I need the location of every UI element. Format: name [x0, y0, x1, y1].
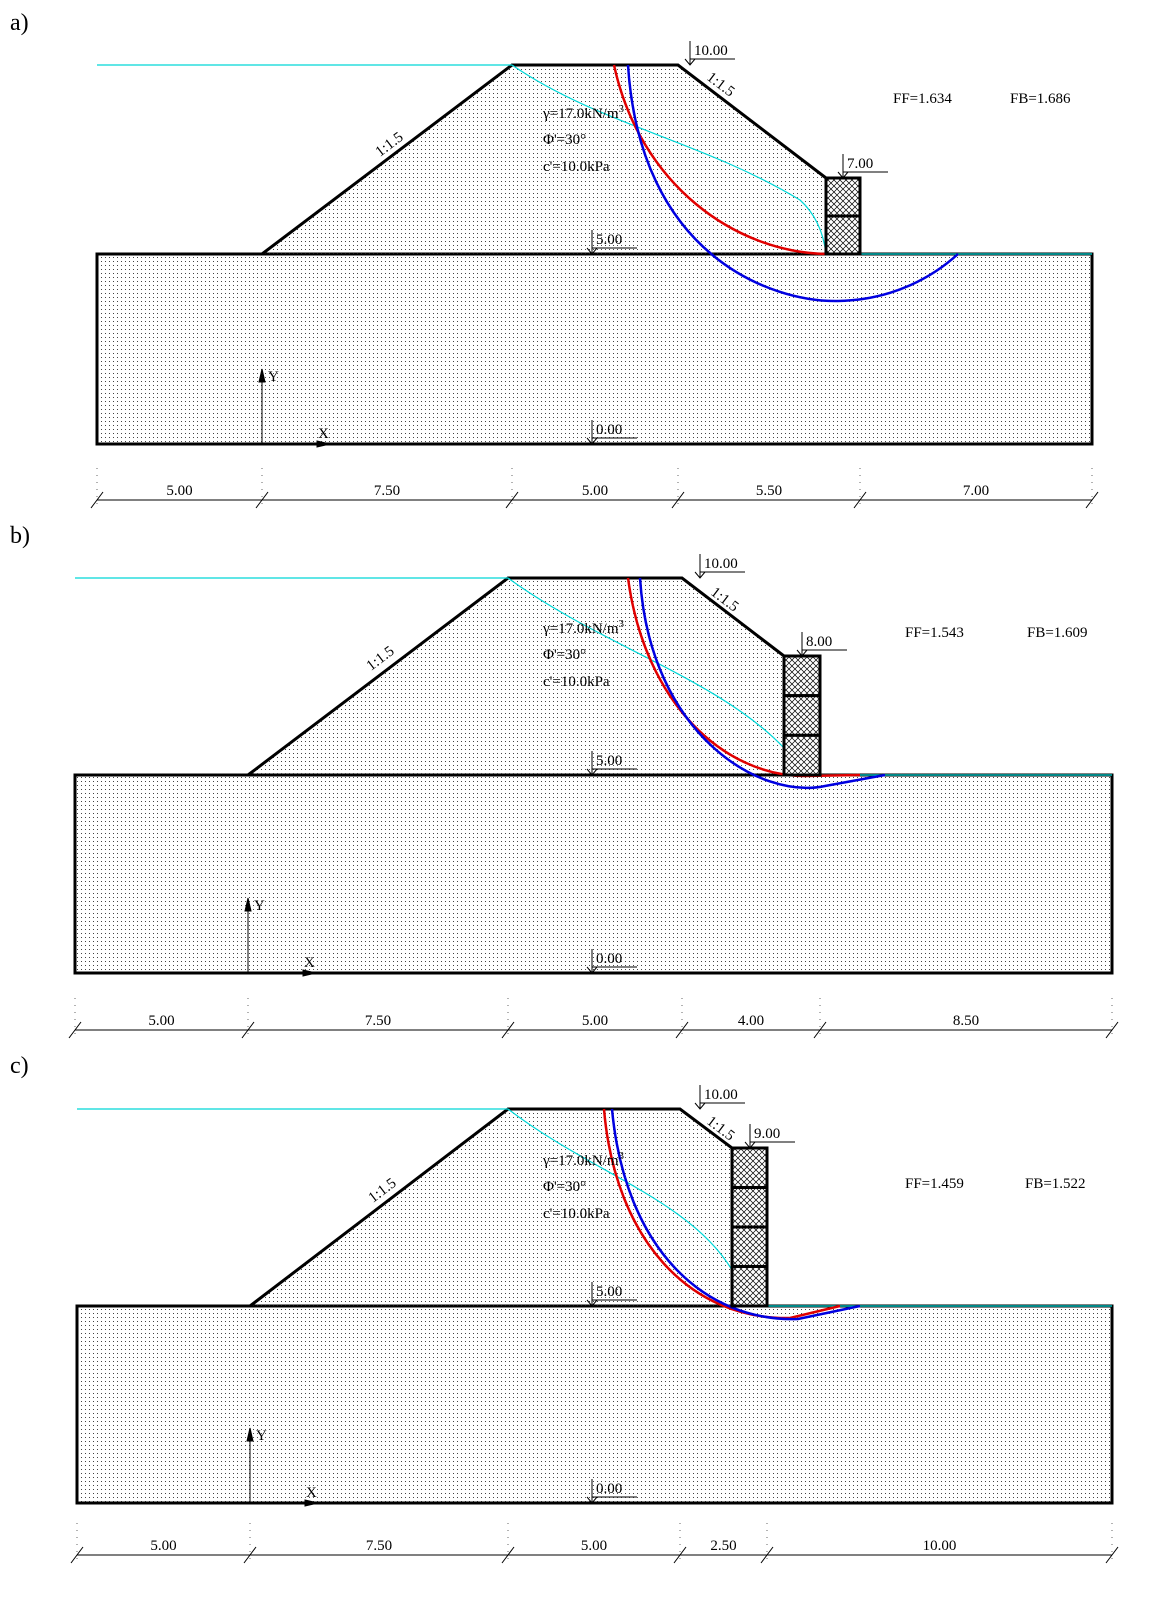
panel-label: b)	[10, 523, 30, 549]
dimension-label: 7.50	[374, 483, 400, 499]
dimension-label: 10.00	[923, 1538, 957, 1554]
gabion	[732, 1267, 767, 1307]
panel-label: a)	[10, 10, 29, 36]
elevation-label: 10.00	[704, 1087, 738, 1103]
dimension-label: 5.00	[581, 1538, 607, 1554]
axis-x-label: X	[318, 426, 329, 442]
panel: a)10.007.005.000.001:1.51:1.5γ=17.0kN/m3…	[10, 10, 1098, 510]
dimension-label: 5.00	[166, 483, 192, 499]
elevation-label: 9.00	[754, 1126, 780, 1142]
fb-label: FB=1.609	[1027, 625, 1088, 641]
dimension-label: 5.00	[150, 1538, 176, 1554]
fb-label: FB=1.686	[1010, 91, 1071, 107]
panel-label: c)	[10, 1053, 29, 1079]
dimension-label: 5.50	[756, 483, 782, 499]
elevation-label: 0.00	[596, 1481, 622, 1497]
ff-label: FF=1.634	[893, 91, 952, 107]
elevation-label: 0.00	[596, 422, 622, 438]
dimension-label: 5.00	[148, 1013, 174, 1029]
elevation-label: 10.00	[704, 556, 738, 572]
axis-y-label: Y	[254, 898, 265, 914]
fb-label: FB=1.522	[1025, 1176, 1086, 1192]
soil-cohesion: c'=10.0kPa	[543, 159, 610, 175]
dimension-label: 7.50	[366, 1538, 392, 1554]
gabion	[732, 1148, 767, 1188]
elevation-label: 5.00	[596, 753, 622, 769]
dimension-label: 5.00	[582, 483, 608, 499]
foundation	[97, 254, 1092, 444]
dimension-label: 4.00	[738, 1013, 764, 1029]
panel: b)10.008.005.000.001:1.51:1.5γ=17.0kN/m3…	[10, 523, 1118, 1040]
gabion	[826, 216, 860, 254]
panel: c)10.009.005.000.001:1.51:1.5γ=17.0kN/m3…	[10, 1053, 1118, 1565]
dimension-label: 7.50	[365, 1013, 391, 1029]
elevation-label: 10.00	[694, 43, 728, 59]
gabion	[826, 178, 860, 216]
dimension-label: 2.50	[710, 1538, 736, 1554]
gabion	[784, 735, 820, 775]
soil-cohesion: c'=10.0kPa	[543, 674, 610, 690]
unit-weight-sup: 3	[619, 618, 625, 630]
soil-friction: Φ'=30°	[543, 1179, 586, 1195]
soil-unit-weight: γ=17.0kN/m3	[542, 1150, 625, 1169]
ff-label: FF=1.459	[905, 1176, 964, 1192]
soil-friction: Φ'=30°	[543, 132, 586, 148]
dimension-label: 8.50	[953, 1013, 979, 1029]
unit-weight-sup: 3	[619, 1150, 625, 1162]
foundation	[77, 1306, 1112, 1503]
unit-weight-text: γ=17.0kN/m	[542, 1153, 619, 1169]
dimension-label: 7.00	[963, 483, 989, 499]
soil-cohesion: c'=10.0kPa	[543, 1206, 610, 1222]
drawing: a)10.007.005.000.001:1.51:1.5γ=17.0kN/m3…	[0, 0, 1158, 1622]
ff-label: FF=1.543	[905, 625, 964, 641]
unit-weight-text: γ=17.0kN/m	[542, 106, 619, 122]
dimension-label: 5.00	[582, 1013, 608, 1029]
elevation-label: 7.00	[847, 156, 873, 172]
axis-x-label: X	[304, 955, 315, 971]
unit-weight-text: γ=17.0kN/m	[542, 621, 619, 637]
elevation-label: 5.00	[596, 1284, 622, 1300]
axis-y-label: Y	[268, 369, 279, 385]
elevation-label: 0.00	[596, 951, 622, 967]
axis-y-label: Y	[256, 1428, 267, 1444]
elevation-label: 8.00	[806, 634, 832, 650]
elevation-label: 5.00	[596, 232, 622, 248]
soil-unit-weight: γ=17.0kN/m3	[542, 618, 625, 637]
soil-unit-weight: γ=17.0kN/m3	[542, 103, 625, 122]
unit-weight-sup: 3	[619, 103, 625, 115]
gabion	[784, 656, 820, 696]
gabion	[732, 1188, 767, 1228]
foundation	[75, 775, 1112, 973]
embankment	[250, 1109, 732, 1306]
soil-friction: Φ'=30°	[543, 647, 586, 663]
axis-x-label: X	[306, 1485, 317, 1501]
embankment	[248, 578, 784, 775]
gabion	[784, 696, 820, 736]
gabion	[732, 1227, 767, 1267]
